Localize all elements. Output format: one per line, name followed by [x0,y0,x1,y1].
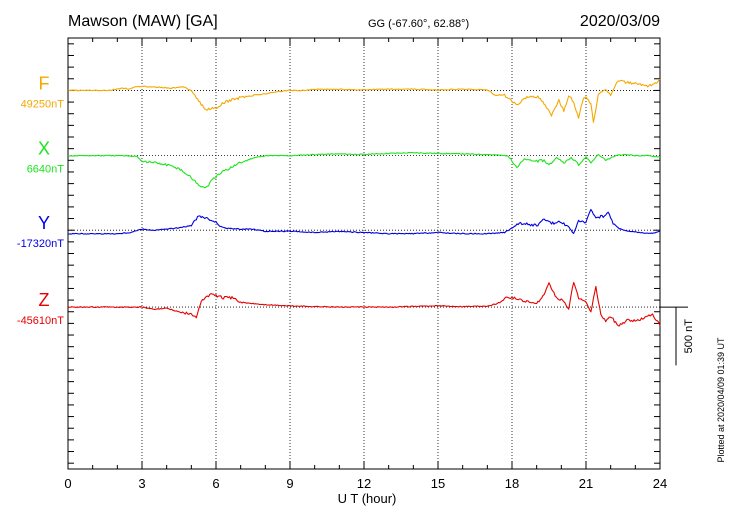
traces [67,78,661,327]
series-label-X: X [38,139,50,159]
scale-bar-label: 500 nT [683,319,695,354]
baseline-value-Z: -45610nT [17,315,64,327]
x-axis-label: U T (hour) [338,491,397,506]
x-axis-tick-labels: 0 3 6 9 12 15 18 21 24 [64,476,667,491]
x-tick-label-24: 24 [653,476,667,491]
x-tick-label-12: 12 [357,476,371,491]
y-axis-minor-ticks [68,43,660,464]
x-tick-label-3: 3 [138,476,145,491]
x-tick-label-18: 18 [505,476,519,491]
series-label-Y: Y [38,213,50,233]
series-label-F: F [39,73,50,93]
x-tick-label-0: 0 [64,476,71,491]
vertical-grid [141,38,587,469]
trace-F [67,78,661,123]
x-tick-label-21: 21 [579,476,593,491]
series-labels: F 49250nT X 6640nT Y -17320nT Z -45610nT [17,73,64,327]
trace-X [67,151,660,189]
x-tick-label-6: 6 [212,476,219,491]
station-title: Mawson (MAW) [GA] [68,13,218,30]
x-axis-ticks [67,38,661,469]
baseline-value-X: 6640nT [27,164,65,176]
coordinates-label: GG (-67.60°, 62.88°) [368,18,469,30]
trace-Z [67,281,661,327]
trace-Y [67,208,661,235]
baseline-value-Y: -17320nT [17,238,64,250]
scale-bar: 500 nT [660,306,695,366]
date-label: 2020/03/09 [580,13,660,30]
plotted-timestamp: Plotted at 2020/04/09 01:39 UT [716,337,726,463]
x-tick-label-15: 15 [431,476,445,491]
series-label-Z: Z [39,290,50,310]
x-tick-label-9: 9 [286,476,293,491]
baseline-value-F: 49250nT [21,98,65,110]
